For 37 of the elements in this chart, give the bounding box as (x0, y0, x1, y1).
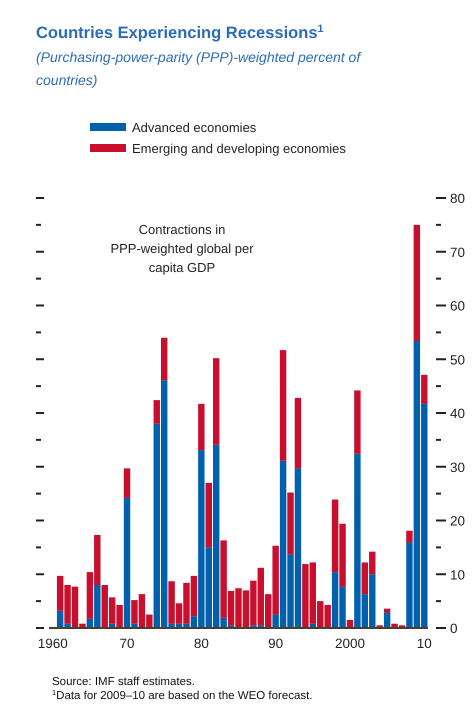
y-tick-label: 0 (450, 621, 458, 636)
bar (421, 374, 428, 404)
bar (280, 350, 286, 461)
text: $^{1}$Data for 2009–10 are based on the WEO forecast. (52, 688, 313, 702)
bar (212, 358, 220, 445)
chart-subtitle: (Purchasing-power-parity (PPP)-weighted percent of countries) (36, 49, 362, 88)
x-tick-label: 1960 (38, 636, 68, 651)
y-tick-label: 20 (450, 514, 466, 528)
bar (384, 608, 390, 612)
bar (294, 398, 302, 468)
legend-label: Advanced economies (132, 120, 257, 135)
bar (384, 612, 390, 628)
annotation: Contractions in PPP-weighted global per capita GDP (110, 222, 254, 275)
x-tick-label: 10 (416, 636, 432, 651)
bar (154, 400, 160, 424)
chart-title: Countries Experiencing Recessions$^{1}$ (36, 23, 324, 42)
bar (124, 468, 130, 498)
source-note: Source: IMF staff estimates. (52, 676, 195, 688)
bar (198, 404, 205, 450)
x-tick-label: 80 (194, 636, 209, 651)
y-tick-label: 40 (450, 406, 466, 421)
x-tick-label: 2000 (334, 636, 365, 651)
bar (414, 224, 420, 341)
y-tick-label: 50 (450, 352, 466, 368)
bar (287, 492, 294, 554)
bar (160, 338, 168, 380)
y-tick-label: 10 (450, 567, 466, 582)
bar (406, 530, 413, 543)
y-tick-label: 80 (450, 191, 466, 206)
y-tick-label: 30 (450, 460, 466, 475)
bar (354, 390, 361, 454)
y-tick-label: 60 (450, 298, 466, 314)
bar (206, 482, 212, 548)
x-tick-label: 90 (268, 636, 284, 651)
y-tick-label: 70 (450, 244, 466, 260)
legend-label: Emerging and developing economies (132, 141, 346, 156)
x-tick-label: 70 (120, 636, 135, 651)
